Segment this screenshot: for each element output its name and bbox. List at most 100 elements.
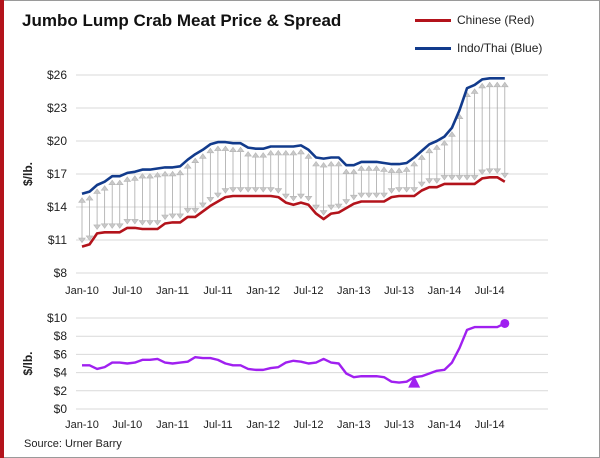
spread-marker-down (493, 168, 502, 174)
spread-marker-up (304, 153, 313, 159)
spread-marker-up (410, 160, 419, 167)
spread-marker-down (168, 213, 177, 219)
spread-marker-up (123, 176, 132, 182)
spread-marker-down (297, 193, 305, 200)
spread-marker-up (85, 195, 94, 201)
x-tick-label: Jul-12 (294, 285, 324, 297)
y-tick-label: $8 (54, 329, 68, 343)
spread-marker-down (372, 192, 381, 199)
spread-marker-up (100, 185, 109, 191)
y-tick-label: $20 (47, 134, 67, 148)
x-tick-label: Jan-12 (246, 285, 280, 297)
spread-marker-up (470, 88, 479, 94)
spread-marker-up (372, 165, 381, 171)
spread-marker-up (229, 146, 237, 152)
y-axis-label: $/lb. (21, 162, 35, 186)
spread-marker-up (402, 166, 411, 172)
spread-marker-down (440, 175, 449, 181)
spread-marker-down (206, 197, 215, 203)
spread-marker-up (342, 168, 351, 174)
spread-marker-up (266, 149, 275, 156)
legend-item-chinese: Chinese (Red) (415, 11, 534, 29)
spread-marker-up (214, 145, 222, 151)
spread-marker-up (221, 145, 230, 151)
spread-marker-up (417, 154, 426, 160)
spread-marker-down (130, 219, 139, 225)
spread-marker-down (304, 196, 313, 202)
spread-marker-down (470, 175, 479, 181)
y-tick-label: $6 (54, 347, 68, 361)
spread-marker-down (259, 187, 268, 193)
spread-marker-up (259, 152, 268, 158)
spread-marker-up (78, 197, 86, 203)
spread-marker-up (93, 188, 101, 194)
y-axis-label: $/lb. (21, 351, 35, 375)
legend-label-indo-thai: Indo/Thai (Blue) (457, 41, 543, 55)
spread-marker-down (100, 223, 109, 229)
spread-marker-down (229, 187, 237, 193)
spread-marker-up (138, 173, 147, 179)
spread-marker-up (395, 167, 403, 173)
spread-marker-up (176, 169, 185, 176)
spread-marker-up (153, 171, 162, 178)
legend-swatch-chinese (415, 18, 451, 22)
spread-marker-up (334, 160, 343, 167)
spread-marker-down (365, 192, 373, 199)
spread-marker-up (244, 151, 252, 157)
spread-marker-down (334, 203, 343, 210)
spread-marker-up (500, 81, 509, 88)
x-tick-label: Jan-12 (246, 419, 280, 431)
spread-marker-up (493, 81, 502, 88)
spread-marker-down (455, 175, 464, 181)
spread-marker-up (357, 165, 366, 171)
spread-marker-up (448, 131, 456, 137)
x-tick-label: Jan-11 (156, 419, 189, 431)
x-tick-label: Jul-14 (475, 419, 505, 431)
spread-marker-up (425, 147, 434, 154)
spread-marker-down (221, 188, 230, 194)
legend-swatch-indo-thai (415, 46, 451, 50)
spread-marker-down (500, 172, 509, 179)
y-tick-label: $17 (47, 167, 67, 181)
spread-marker-down (448, 175, 456, 181)
spread-marker-up (485, 81, 494, 88)
x-tick-label: Jan-10 (65, 285, 99, 297)
y-tick-label: $14 (47, 200, 67, 214)
spread-marker-up (115, 179, 124, 185)
spread-marker-down (327, 204, 336, 211)
spread-marker-up (130, 175, 139, 181)
y-tick-label: $10 (47, 311, 67, 325)
spread-marker-up (365, 165, 373, 171)
spread-marker-up (387, 167, 396, 173)
spread-marker-down (108, 223, 117, 229)
spread-marker-down (485, 168, 494, 174)
spread-marker-up (251, 152, 260, 158)
spread-marker-down (161, 214, 169, 221)
spread-marker-down (115, 223, 124, 229)
spread-marker-up (380, 166, 388, 172)
spread-marker-down (78, 237, 86, 244)
spread-marker-down (349, 194, 358, 201)
spread-marker-down (357, 192, 366, 199)
y-tick-label: $23 (47, 101, 67, 115)
chart-title: Jumbo Lump Crab Meat Price & Spread (22, 11, 342, 30)
spread-marker-down (236, 187, 245, 193)
source-note: Source: Urner Barry (24, 438, 122, 450)
spread-marker-down (289, 196, 298, 202)
y-tick-label: $11 (48, 233, 67, 247)
x-tick-label: Jan-14 (428, 419, 462, 431)
spread-marker-down (244, 187, 252, 193)
series-line-indo-thai (81, 77, 505, 196)
x-tick-label: Jul-11 (203, 419, 232, 431)
spread-marker-up (236, 146, 245, 152)
y-tick-label: $4 (54, 366, 68, 380)
latest-point-marker (500, 318, 510, 328)
spread-marker-down (183, 208, 192, 214)
x-tick-label: Jan-14 (428, 285, 462, 297)
spread-marker-up (161, 170, 169, 177)
x-tick-label: Jan-13 (337, 419, 371, 431)
spread-marker-down (402, 187, 411, 193)
x-tick-label: Jul-11 (203, 285, 232, 297)
series-line-spread (82, 322, 506, 384)
x-tick-label: Jul-12 (294, 419, 324, 431)
